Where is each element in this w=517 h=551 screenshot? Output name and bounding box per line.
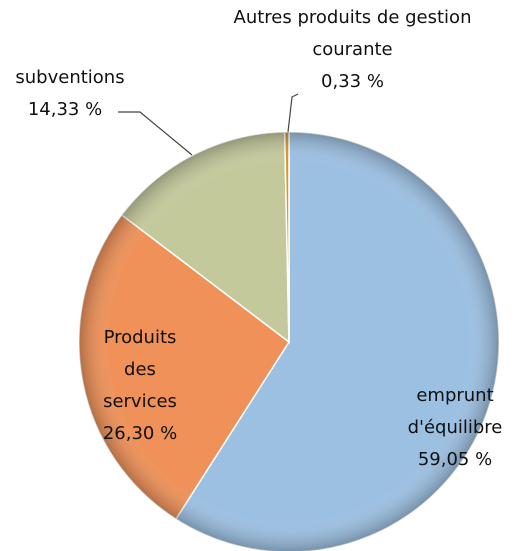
label-value: 0,33 % [321,71,384,92]
label-value: 26,30 % [102,423,178,444]
label-value: 14,33 % [27,99,103,120]
slice-label: emprunt d'équilibre 59,05 % [385,380,517,476]
leader-line [287,93,299,133]
slice-label: Autres produits de gestion courante 0,33… [200,2,505,98]
label-name: emprunt d'équilibre [407,385,503,438]
label-name: subventions [15,67,125,88]
slice-label: Produits des services 26,30 % [90,322,190,450]
label-value: 59,05 % [417,449,493,470]
label-name: Autres produits de gestion courante [233,7,472,60]
label-name: Produits des services [103,327,177,412]
slice-label: subventions 14,33 % [0,62,150,126]
leader-line [118,111,193,156]
